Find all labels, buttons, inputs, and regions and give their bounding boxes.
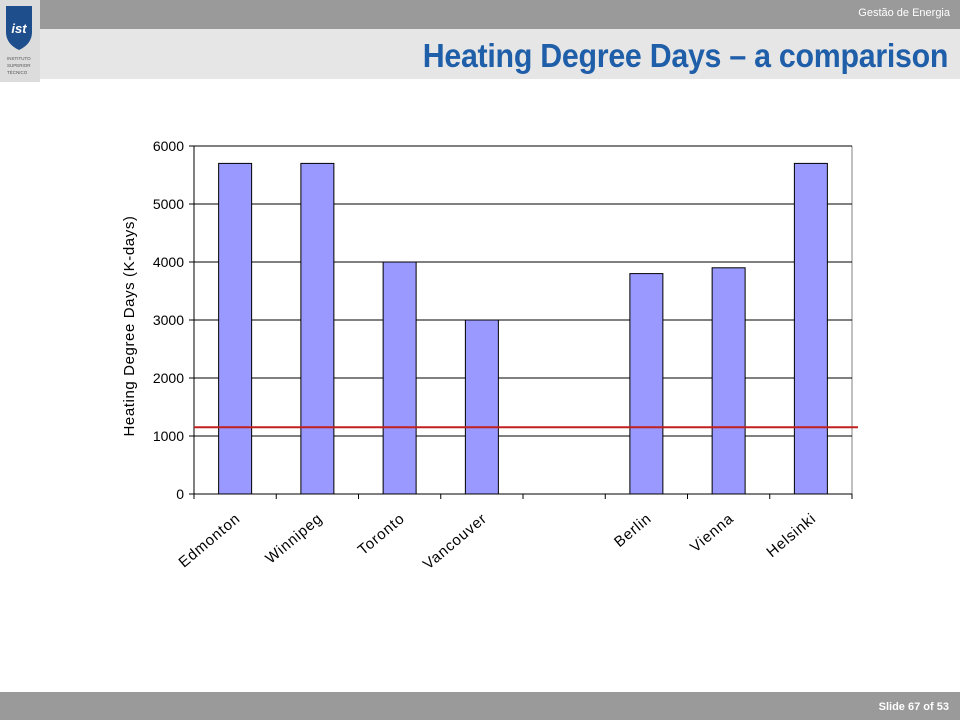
x-tick-label: Helsinki — [763, 510, 819, 561]
logo-line-2: SUPERIOR — [7, 63, 31, 68]
x-tick-label: Winnipeg — [262, 510, 326, 567]
x-tick-label: Edmonton — [175, 510, 243, 571]
x-tick-label: Toronto — [355, 510, 409, 559]
title-band — [38, 29, 960, 79]
bars — [218, 162, 828, 495]
y-tick-label: 2000 — [153, 370, 184, 386]
bar-vancouver — [464, 319, 499, 495]
slide-of: of — [923, 701, 934, 713]
y-tick-label: 5000 — [153, 196, 184, 212]
logo-line-1: INSTITUTO — [7, 56, 31, 61]
grid-lines — [194, 145, 853, 494]
y-tick-label: 0 — [176, 486, 184, 502]
slide-total: 53 — [936, 701, 949, 713]
x-tick-label: Berlin — [611, 510, 655, 551]
y-tick-label: 1000 — [153, 428, 184, 444]
y-tick-label: 4000 — [153, 254, 184, 270]
bar-vienna — [711, 267, 746, 495]
footer-band: Slide 67 of 53 — [0, 692, 960, 720]
institution-logo: ist INSTITUTO SUPERIOR TÉCNICO — [0, 0, 40, 82]
slide-counter: Slide 67 of 53 — [879, 701, 949, 713]
bar-chart: 0 1000 2000 3000 4000 5000 6000 Edmonton Winnipe… — [121, 138, 858, 573]
bar-berlin — [629, 273, 664, 495]
y-tick-label: 3000 — [153, 312, 184, 328]
slide-prefix: Slide — [878, 701, 905, 713]
y-axis-label: Heating Degree Days (K-days) — [121, 215, 138, 436]
course-title: Gestão de Energia — [858, 7, 950, 19]
bar-helsinki — [793, 162, 828, 495]
x-tick-label: Vienna — [687, 510, 737, 556]
axes — [189, 145, 853, 499]
logo-line-3: TÉCNICO — [7, 69, 28, 75]
header-band: Gestão de Energia — [0, 0, 960, 29]
slide-title: Heating Degree Days – a comparison — [422, 37, 949, 74]
bar-toronto — [382, 261, 417, 495]
slide-number: 67 — [907, 701, 921, 713]
y-tick-label: 6000 — [153, 138, 184, 154]
x-tick-label: Vancouver — [420, 510, 491, 573]
bar-edmonton — [218, 162, 253, 495]
bar-winnipeg — [300, 162, 335, 495]
shield-icon — [6, 6, 32, 50]
logo-mark: ist — [11, 21, 27, 36]
